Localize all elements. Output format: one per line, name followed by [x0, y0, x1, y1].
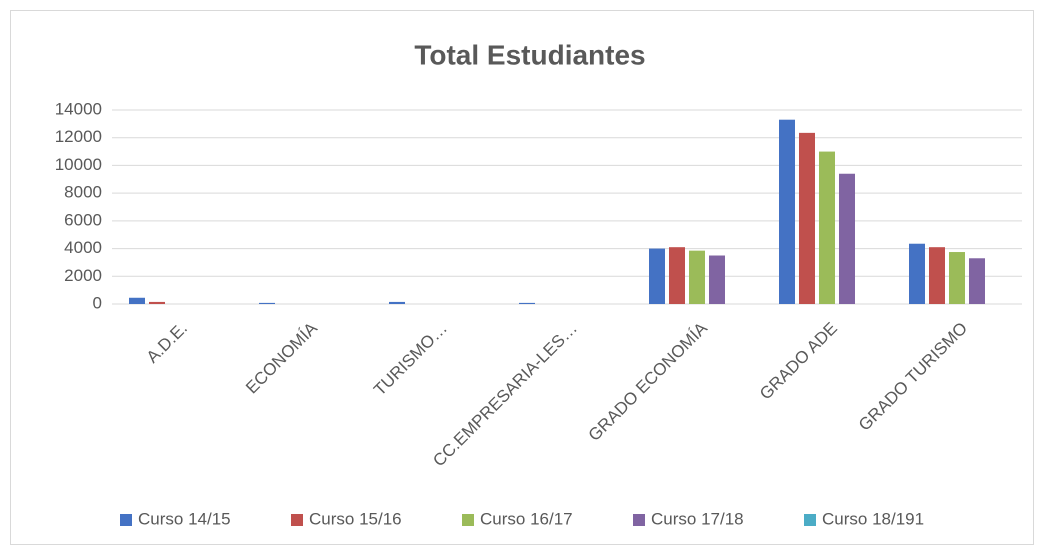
bar: [799, 132, 815, 304]
chart-title: Total Estudiantes: [414, 39, 645, 70]
bar: [839, 173, 855, 304]
y-tick-label: 6000: [64, 210, 102, 229]
legend-label: Curso 18/191: [822, 509, 924, 528]
y-tick-label: 10000: [55, 155, 102, 174]
y-tick-label: 2000: [64, 266, 102, 285]
bar: [779, 119, 795, 304]
legend-label: Curso 14/15: [138, 509, 231, 528]
legend-swatch: [462, 514, 474, 526]
legend-label: Curso 15/16: [309, 509, 402, 528]
bar: [929, 247, 945, 304]
legend-swatch: [804, 514, 816, 526]
bar: [969, 258, 985, 304]
bar: [259, 302, 275, 304]
legend-label: Curso 17/18: [651, 509, 744, 528]
bar: [669, 247, 685, 304]
y-tick-label: 4000: [64, 238, 102, 257]
bar: [819, 151, 835, 304]
bar: [129, 297, 145, 304]
legend-label: Curso 16/17: [480, 509, 573, 528]
legend-swatch: [291, 514, 303, 526]
bar: [709, 255, 725, 304]
bar: [519, 302, 535, 304]
bar: [649, 248, 665, 304]
bar: [689, 250, 705, 304]
y-tick-label: 12000: [55, 127, 102, 146]
y-tick-label: 0: [93, 293, 102, 312]
bar: [909, 243, 925, 304]
y-tick-label: 14000: [55, 99, 102, 118]
legend-swatch: [120, 514, 132, 526]
bar: [389, 301, 405, 304]
legend-swatch: [633, 514, 645, 526]
chart-border: [10, 10, 1034, 545]
y-tick-label: 8000: [64, 183, 102, 202]
bar: [949, 252, 965, 304]
bar: [149, 301, 165, 304]
